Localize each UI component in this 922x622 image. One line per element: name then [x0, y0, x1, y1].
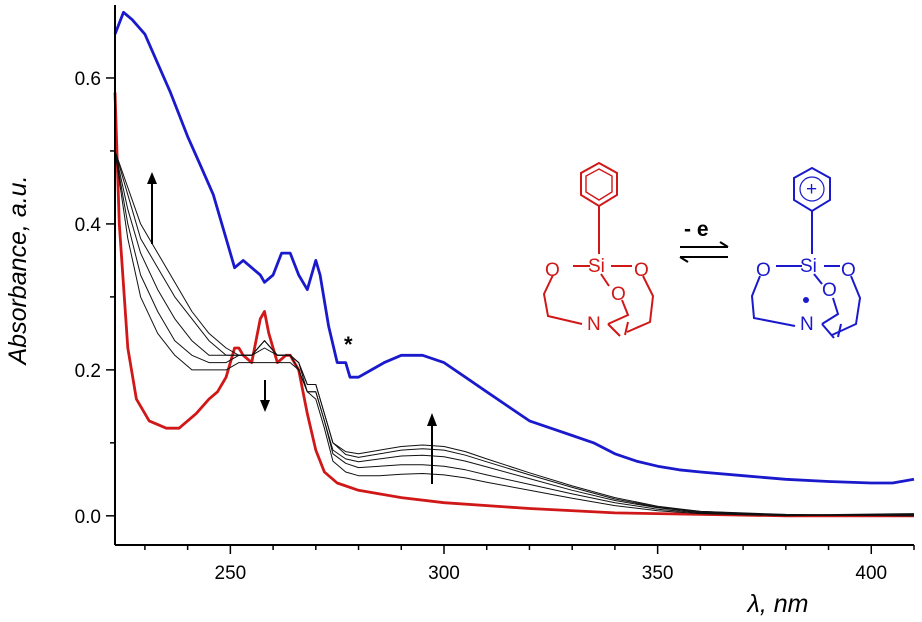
series-line-7 [114, 150, 915, 517]
series-line-2 [113, 92, 914, 518]
blue-si-label: Si [800, 256, 817, 277]
x-tick-label: 300 [428, 563, 460, 584]
blue-o-mid-label: O [822, 280, 837, 301]
blue-o-left-label: O [756, 260, 771, 281]
radical-dot-icon [803, 297, 809, 303]
x-tick-label: 350 [642, 563, 674, 584]
axes: 250 300 350 400 0.0 0.2 0.4 0.6 λ, nm Absorbance,… [4, 5, 915, 618]
blue-plus-label: + [806, 179, 817, 200]
annotations: * Si O O O N - e [147, 161, 862, 484]
x-tick-label: 250 [215, 563, 247, 584]
series-line-5 [114, 150, 915, 517]
blue-molecule-icon [750, 166, 862, 339]
red-o-right-label: O [634, 260, 649, 281]
y-tick-label: 0.0 [75, 507, 101, 528]
series-line-4 [114, 150, 914, 516]
equilibrium-arrows-icon [679, 241, 729, 263]
red-n-label: N [587, 314, 601, 335]
red-o-left-label: O [545, 260, 560, 281]
x-tick-label: 400 [855, 563, 887, 584]
red-si-label: Si [588, 256, 605, 277]
series-line-6 [114, 150, 915, 516]
arrow-up-icon [147, 172, 157, 244]
x-axis-title: λ, nm [746, 590, 809, 618]
y-tick-label: 0.4 [75, 215, 102, 236]
series-line-3 [114, 150, 915, 517]
y-tick-label: 0.2 [75, 361, 101, 382]
arrow-down-icon [260, 380, 270, 412]
red-o-mid-label: O [611, 284, 626, 305]
y-axis-title: Absorbance, a.u. [4, 175, 32, 366]
series-layer [113, 10, 915, 518]
arrow-up-icon [427, 413, 437, 484]
reaction-label: - e [684, 218, 709, 241]
y-tick-label: 0.6 [75, 69, 101, 90]
blue-n-label: N [800, 314, 814, 335]
series-line-1 [113, 10, 915, 485]
red-molecule-icon [542, 161, 655, 337]
asterisk-label: * [344, 332, 353, 357]
blue-o-right-label: O [841, 260, 856, 281]
